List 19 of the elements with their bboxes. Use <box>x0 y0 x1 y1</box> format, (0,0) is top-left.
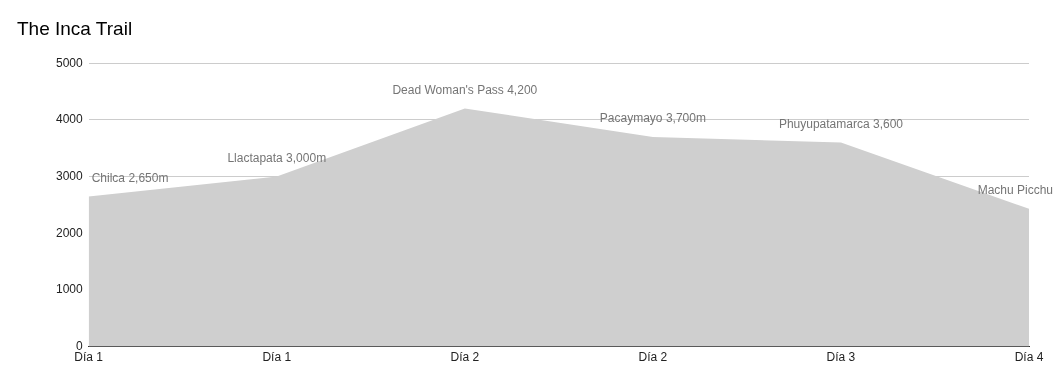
x-tick-label: Día 2 <box>450 350 480 365</box>
data-label: Pacaymayo 3,700m <box>599 111 706 126</box>
data-label: Machu Picchu <box>977 183 1054 198</box>
y-tick-label: 5000 <box>55 55 84 70</box>
x-tick-label: Día 1 <box>74 350 104 365</box>
y-tick-label: 3000 <box>55 168 84 183</box>
data-label: Chilca 2,650m <box>91 170 169 185</box>
x-tick-label: Día 3 <box>826 350 856 365</box>
y-tick-label: 0 <box>76 338 84 353</box>
y-tick-label: 4000 <box>55 112 84 127</box>
data-label: Phuyupatamarca 3,600 <box>778 116 904 131</box>
data-label: Llactapata 3,000m <box>227 150 327 165</box>
chart-title: The Inca Trail <box>17 18 133 40</box>
x-tick-label: Día 1 <box>262 350 292 365</box>
x-tick-label: Día 2 <box>638 350 668 365</box>
data-label: Dead Woman's Pass 4,200 <box>392 82 538 97</box>
x-tick-label: Día 4 <box>1014 350 1044 365</box>
y-tick-label: 1000 <box>55 282 84 297</box>
y-tick-label: 2000 <box>55 225 84 240</box>
